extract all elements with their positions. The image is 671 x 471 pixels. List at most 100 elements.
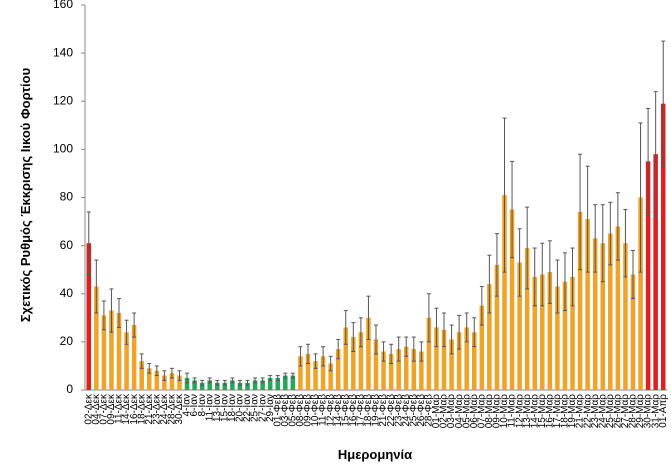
x-tick-label: 16-Φεβ <box>348 394 359 427</box>
x-tick-label: 18-Δεκ <box>136 393 147 425</box>
bar <box>101 315 107 390</box>
x-tick-label: 14-Φεβ <box>333 394 344 427</box>
x-tick-label: 02-Δεκ <box>83 393 94 425</box>
x-tick-label: 29-Ιαν <box>265 394 276 422</box>
x-tick-label: 18-Φεβ <box>363 394 374 427</box>
bar <box>517 262 522 390</box>
bar <box>335 349 341 390</box>
x-tick-label: 03-Φεβ <box>280 394 291 427</box>
x-tick-label: 02-Μαρ <box>439 394 450 429</box>
bar <box>660 103 666 390</box>
bar <box>426 317 432 390</box>
x-tick-label: 16-Δεκ <box>129 393 140 425</box>
x-tick-label: 22-Μαρ <box>582 394 593 429</box>
bar <box>230 380 235 390</box>
bar <box>638 197 643 390</box>
x-tick-label: 6-Ιαν <box>189 394 200 416</box>
x-tick-label: 30-Μαρ <box>643 394 654 429</box>
bar <box>509 209 515 390</box>
x-tick-label: 17-Φεβ <box>356 394 367 427</box>
bar <box>343 327 349 390</box>
x-tick-label: 13-Μαρ <box>522 394 533 429</box>
bar <box>532 276 537 390</box>
bar <box>146 368 152 390</box>
bar <box>328 363 333 390</box>
bar <box>464 327 469 390</box>
bar <box>358 332 364 390</box>
x-tick-label: 25-Φεβ <box>408 394 419 427</box>
bar <box>215 382 220 390</box>
x-tick-label: 28-Δεκ <box>167 393 178 425</box>
bar <box>570 276 575 390</box>
x-tick-label: 18-Μαρ <box>560 394 571 429</box>
bar <box>411 349 417 390</box>
x-tick-label: 06-Μαρ <box>469 394 480 429</box>
bar <box>260 380 265 390</box>
x-tick-label: 24-Φεβ <box>401 394 412 427</box>
bar <box>124 332 129 390</box>
bar <box>600 243 606 390</box>
bar <box>615 226 621 390</box>
x-tick-label: 4-Ιαν <box>182 394 193 416</box>
x-tick-label: 13-Ιαν <box>212 394 223 422</box>
x-tick-label: 23-Δεκ <box>151 393 162 425</box>
x-tick-label: 26-Φεβ <box>416 394 427 427</box>
y-tick-label: 40 <box>60 286 74 300</box>
bar <box>630 274 636 390</box>
bar <box>623 243 628 390</box>
x-tick-label: 26-Μαρ <box>613 394 624 429</box>
bar <box>320 356 326 390</box>
bar <box>131 325 137 390</box>
bar <box>403 346 409 390</box>
x-tick-label: 07-Δεκ <box>99 393 110 425</box>
x-tick-label: 24-Δεκ <box>159 393 170 425</box>
bar <box>366 317 371 390</box>
bar <box>547 272 553 390</box>
x-tick-label: 27-Ιαν <box>257 394 268 422</box>
bar <box>283 375 288 390</box>
x-tick-label: 16-Μαρ <box>544 394 555 429</box>
bar <box>487 284 492 390</box>
x-tick-label: 15-Ιαν <box>219 394 230 422</box>
x-tick-label: 21-Φεβ <box>378 394 389 427</box>
bar <box>434 327 439 390</box>
bar <box>608 233 613 390</box>
y-tick-label: 140 <box>53 45 73 59</box>
bar <box>388 353 394 390</box>
y-axis-title: Σχετικός Ρυθμός Έκκρισης Ιικού Φορτίου <box>18 67 33 322</box>
x-tick-label: 28-Φεβ <box>424 394 435 427</box>
x-tick-label: 09-Δεκ <box>106 393 117 425</box>
bar <box>207 380 212 390</box>
x-tick-label: 10-Φεβ <box>310 394 321 427</box>
x-tick-label: 01-Απρ <box>658 394 669 428</box>
bar <box>419 351 424 390</box>
bar <box>502 195 507 390</box>
bar <box>298 356 303 390</box>
x-tick-label: 22-Φεβ <box>386 394 397 427</box>
bar <box>139 361 144 390</box>
x-tick-label: 12-Φεβ <box>325 394 336 427</box>
x-tick-label: 29-Μαρ <box>635 394 646 429</box>
bar <box>237 382 243 390</box>
x-tick-label: 17-Μαρ <box>552 394 563 429</box>
x-tick-label: 19-Μαρ <box>567 394 578 429</box>
y-tick-label: 20 <box>60 334 74 348</box>
bar <box>305 353 311 390</box>
bar <box>184 377 190 390</box>
bar <box>540 274 545 390</box>
bar <box>162 375 167 390</box>
x-axis-title: Ημερομηνία <box>338 447 412 462</box>
y-tick-label: 120 <box>53 93 73 107</box>
bar <box>351 337 356 390</box>
x-tick-label: 11-Ιαν <box>204 394 215 421</box>
x-tick-label: 08-Μαρ <box>484 394 495 429</box>
bar <box>562 281 568 390</box>
x-tick-label: 25-Μαρ <box>605 394 616 429</box>
bar <box>222 382 228 390</box>
bar <box>449 339 454 390</box>
bar <box>109 310 114 390</box>
x-tick-label: 10-Μαρ <box>499 394 510 429</box>
x-tick-label: 8-Ιαν <box>197 394 208 416</box>
x-tick-label: 09-Φεβ <box>303 394 314 427</box>
bar <box>192 380 197 390</box>
